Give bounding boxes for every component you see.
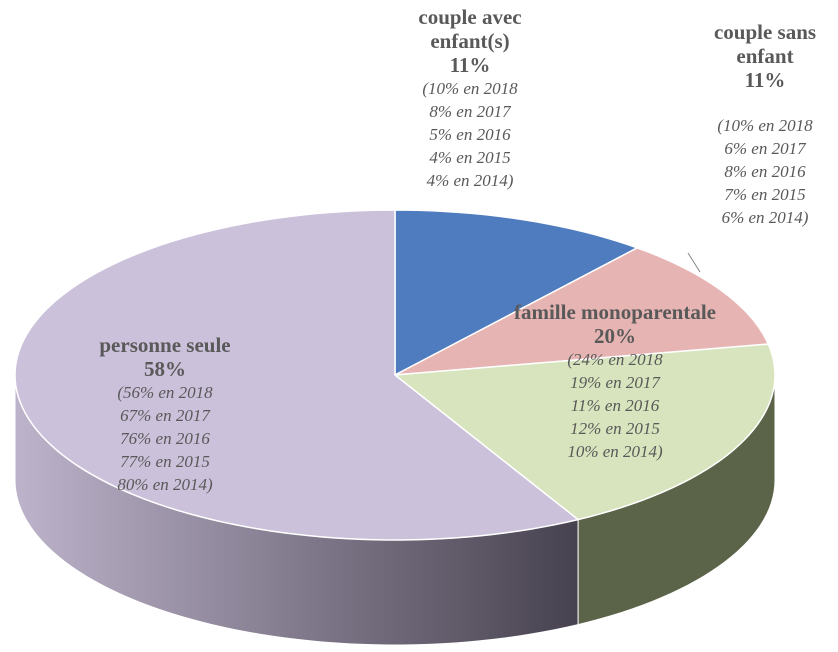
- leader-line: [687, 252, 701, 273]
- history-note: 7% en 2015: [724, 185, 806, 204]
- value-label: 11%: [449, 53, 491, 77]
- history-note: 4% en 2015: [429, 148, 511, 167]
- history-note: (24% en 2018: [567, 350, 663, 369]
- category-name: personne seule: [99, 333, 231, 357]
- history-note: 6% en 2017: [724, 139, 806, 158]
- history-note: 67% en 2017: [120, 406, 210, 425]
- history-note: 5% en 2016: [429, 125, 511, 144]
- history-note: 76% en 2016: [120, 429, 210, 448]
- history-note: 8% en 2016: [724, 162, 806, 181]
- history-note: 77% en 2015: [120, 452, 210, 471]
- history-note: (10% en 2018: [717, 116, 813, 135]
- slice-label: couple avec enfant(s) 11% (10% en 2018 8% e…: [410, 5, 530, 192]
- history-note: 8% en 2017: [429, 102, 511, 121]
- slice: [393, 343, 776, 521]
- slice: [394, 209, 640, 377]
- history-note: 11% en 2016: [570, 396, 660, 415]
- history-note: 10% en 2014): [567, 442, 663, 461]
- value-label: 20%: [594, 324, 636, 348]
- history-note: 4% en 2014): [426, 171, 514, 190]
- category-name: famille monoparentale: [513, 300, 716, 324]
- history-note: 19% en 2017: [570, 373, 660, 392]
- category-name: couple sans enfant: [713, 20, 817, 68]
- value-label: 58%: [144, 357, 186, 381]
- history-note: (10% en 2018: [422, 79, 518, 98]
- slice-label: couple sans enfant 11% (10% en 2018 6% en 2…: [690, 20, 838, 229]
- slice-label: famille monoparentale 20% (24% en 2018 19% …: [505, 300, 725, 463]
- history-note: 12% en 2015: [570, 419, 660, 438]
- history-note: (56% en 2018: [117, 383, 213, 402]
- value-label: 11%: [744, 68, 786, 92]
- slice: [394, 247, 770, 376]
- history-note: 6% en 2014): [721, 208, 809, 227]
- slice: [14, 209, 580, 541]
- category-name: couple avec enfant(s): [418, 5, 522, 53]
- history-note: 80% en 2014): [117, 475, 213, 494]
- slice-label: personne seule 58% (56% en 2018 67% en 2017…: [45, 333, 285, 496]
